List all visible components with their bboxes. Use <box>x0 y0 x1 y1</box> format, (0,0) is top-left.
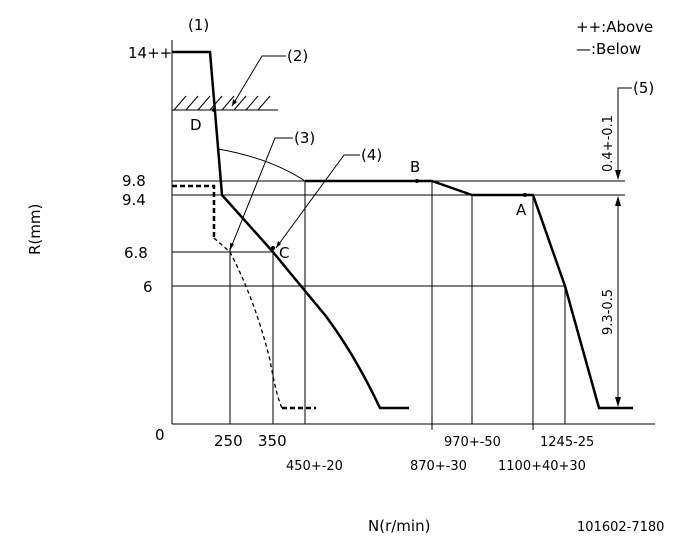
origin-label: 0 <box>155 426 165 444</box>
x-tick-1245: 1245-25 <box>540 435 594 450</box>
point-a-label: A <box>516 201 527 219</box>
point-d-label: D <box>190 116 202 134</box>
y-tick-14: 14++ <box>128 44 172 62</box>
x-tick-450: 450+-20 <box>286 459 343 474</box>
point-a-marker <box>523 193 527 197</box>
callout-4: (4) <box>361 146 382 164</box>
callout-3: (3) <box>294 129 315 147</box>
dim-lower-arrow-bottom <box>615 397 621 407</box>
y-axis-label: R(mm) <box>26 204 44 255</box>
dim-lower-text: 9.3-0.5 <box>601 289 616 335</box>
part-number: 101602-7180 <box>577 520 664 535</box>
callout-2: (2) <box>287 47 308 65</box>
idle-curve <box>221 194 409 410</box>
x-axis-label: N(r/min) <box>368 517 430 535</box>
callout-2-arrow <box>232 99 237 106</box>
arc-curve <box>217 148 306 182</box>
callout-4-arrow <box>276 241 281 248</box>
dim-upper-arrow <box>615 170 621 180</box>
stopper-hatch <box>172 95 278 111</box>
dim-lower-arrow-top <box>615 196 621 206</box>
governor-curve <box>305 179 633 410</box>
x-tick-250: 250 <box>214 432 243 450</box>
point-b-marker <box>415 179 419 183</box>
x-tick-970: 970+-50 <box>444 435 501 450</box>
x-tick-1100: 1100+40+30 <box>498 459 586 474</box>
callout-2-leader <box>231 55 286 107</box>
y-tick-6-8: 6.8 <box>124 244 148 262</box>
y-tick-6: 6 <box>143 278 153 296</box>
full-load-curve <box>172 50 224 196</box>
callout-3-leader <box>229 137 293 251</box>
callout-3-arrow <box>230 243 234 250</box>
legend-below: —:Below <box>576 40 641 58</box>
below-curve-dashed <box>213 237 283 409</box>
y-tick-9-4: 9.4 <box>122 191 146 209</box>
legend-above: ++:Above <box>576 18 653 36</box>
callout-4-leader <box>275 154 360 249</box>
callout-1: (1) <box>188 16 209 34</box>
point-c-label: C <box>279 244 289 262</box>
y-tick-9-8: 9.8 <box>122 172 146 190</box>
dim-upper-text: 0.4+-0.1 <box>601 115 616 172</box>
point-c-marker <box>271 246 275 250</box>
x-tick-870: 870+-30 <box>410 459 467 474</box>
x-tick-350: 350 <box>258 432 287 450</box>
callout-5-leader <box>617 87 632 170</box>
below-curve-dashed-thick <box>172 184 216 238</box>
callout-5: (5) <box>633 79 654 97</box>
point-b-label: B <box>410 158 420 176</box>
point-d-marker <box>212 108 216 112</box>
